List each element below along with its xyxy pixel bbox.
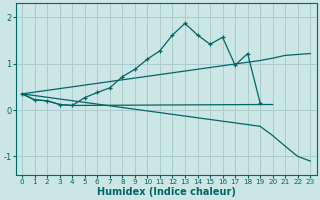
X-axis label: Humidex (Indice chaleur): Humidex (Indice chaleur) xyxy=(97,187,236,197)
